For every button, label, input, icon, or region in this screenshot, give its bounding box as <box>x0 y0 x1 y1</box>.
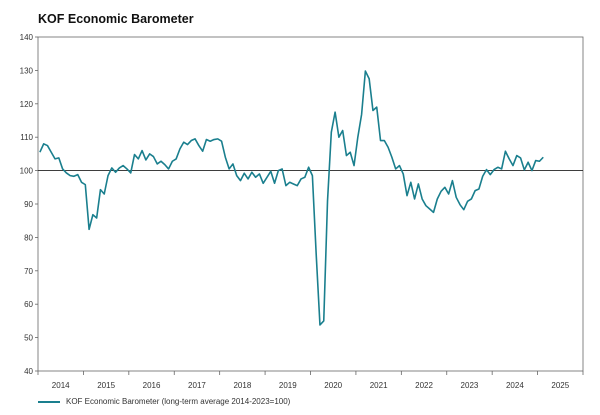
x-tick-label: 2023 <box>461 381 479 390</box>
y-tick-label: 140 <box>20 33 34 42</box>
legend-swatch <box>38 400 60 403</box>
x-tick-label: 2020 <box>324 381 342 390</box>
y-tick-label: 100 <box>20 167 34 176</box>
x-tick-label: 2021 <box>370 381 388 390</box>
y-tick-label: 120 <box>20 100 34 109</box>
series-line <box>39 70 544 326</box>
x-tick-label: 2018 <box>233 381 251 390</box>
y-tick-label: 70 <box>24 267 33 276</box>
x-tick-label: 2016 <box>143 381 161 390</box>
y-tick-label: 50 <box>24 334 33 343</box>
y-tick-label: 80 <box>24 233 33 242</box>
legend-label: KOF Economic Barometer (long-term averag… <box>66 397 291 406</box>
x-tick-label: 2019 <box>279 381 297 390</box>
series-lines <box>39 70 544 326</box>
x-tick-label: 2017 <box>188 381 206 390</box>
x-tick-label: 2022 <box>415 381 433 390</box>
x-tick-label: 2024 <box>506 381 524 390</box>
x-tick-label: 2025 <box>551 381 569 390</box>
x-tick-label: 2014 <box>52 381 70 390</box>
plot-frame <box>37 36 584 372</box>
legend: KOF Economic Barometer (long-term averag… <box>38 397 290 406</box>
x-tick-label: 2015 <box>97 381 115 390</box>
y-tick-label: 40 <box>24 367 33 376</box>
x-axis-ticks: 2014 2015 2016 2017 2018 2019 2020 2021 2022 2023… <box>37 371 584 390</box>
y-tick-label: 110 <box>20 133 33 142</box>
y-tick-label: 60 <box>24 300 33 309</box>
y-tick-label: 90 <box>24 200 33 209</box>
chart-title: KOF Economic Barometer <box>38 12 194 26</box>
axes <box>37 36 584 372</box>
y-tick-label: 130 <box>20 66 34 75</box>
y-axis-ticks: 40 50 60 70 80 90 100 110 120 130 140 <box>20 33 38 376</box>
